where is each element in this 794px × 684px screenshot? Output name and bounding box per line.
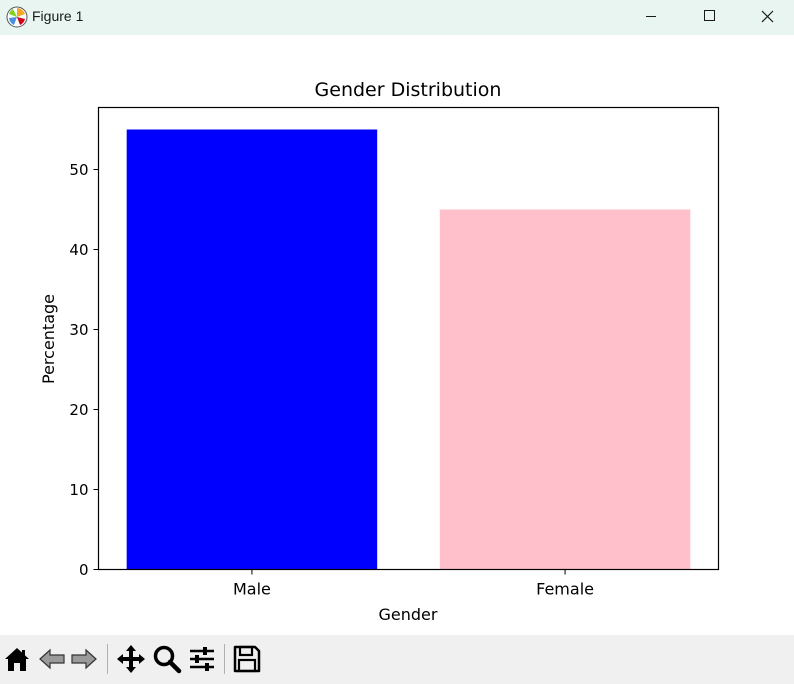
y-tick-label: 50 [69,161,88,179]
zoom-icon [153,645,182,674]
back-button[interactable] [36,643,68,675]
chart-title: Gender Distribution [315,79,502,101]
window-title: Figure 1 [32,8,84,24]
configure-subplots-button[interactable] [186,643,218,675]
bar-chart: Gender Distribution 0 10 20 30 40 50 Male Fema… [39,79,720,624]
forward-icon [71,648,97,670]
x-tick-label-male: Male [233,580,271,599]
bar-female [439,209,691,570]
y-tick-label: 0 [79,561,89,579]
save-icon [233,645,261,673]
y-tick-label: 40 [69,241,88,259]
forward-button[interactable] [68,643,100,675]
close-button[interactable] [738,0,794,35]
bar-male [126,129,378,570]
save-button[interactable] [231,643,263,675]
home-button[interactable] [1,643,33,675]
matplotlib-icon [6,6,28,28]
title-bar[interactable]: Figure 1 [0,0,794,35]
minimize-icon [646,16,656,17]
x-axis-label: Gender [379,605,438,624]
zoom-button[interactable] [151,643,183,675]
pan-icon [117,645,145,673]
back-icon [39,648,65,670]
y-tick-label: 10 [69,481,88,499]
toolbar-separator [224,644,225,674]
x-tick-label-female: Female [536,580,594,599]
home-icon [5,648,29,671]
y-tick-label: 30 [69,321,88,339]
y-tick-label: 20 [69,401,88,419]
axes-frame [97,106,720,571]
minimize-button[interactable] [622,0,680,35]
maximize-icon [704,10,715,21]
configure-subplots-icon [190,647,214,671]
navigation-toolbar [0,635,794,684]
maximize-button[interactable] [680,0,738,35]
y-axis-label: Percentage [39,294,58,384]
toolbar-separator [107,644,108,674]
close-icon [761,10,774,23]
pan-button[interactable] [115,643,147,675]
figure-canvas[interactable]: Gender Distribution 0 10 20 30 40 50 Male Fema… [0,35,794,635]
